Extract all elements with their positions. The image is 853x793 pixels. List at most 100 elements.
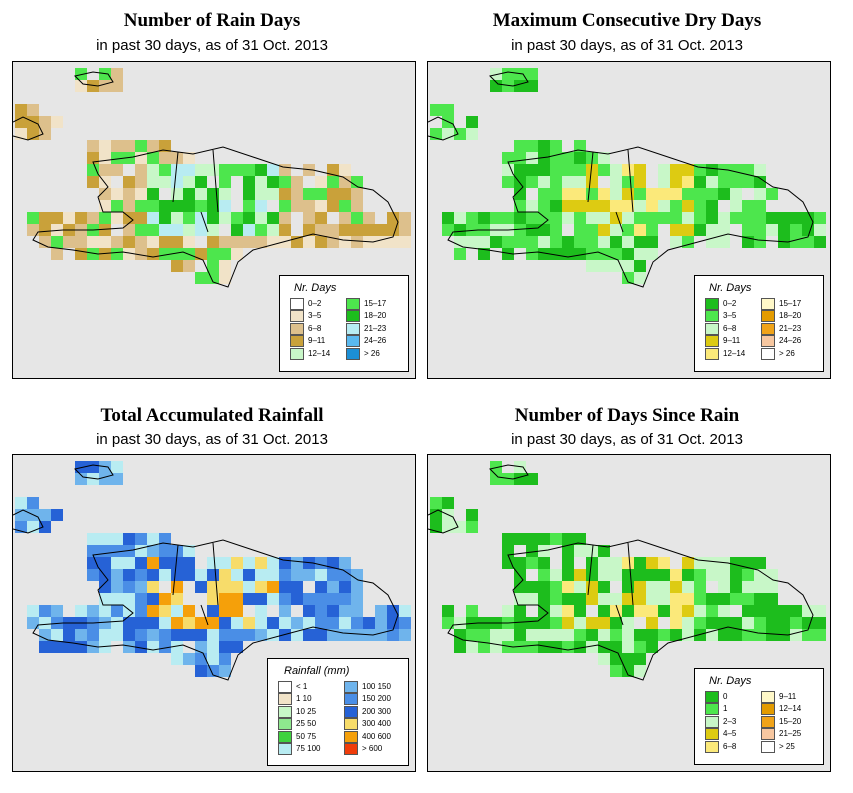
grid-cell: [646, 581, 658, 593]
legend-swatch: [761, 715, 775, 728]
grid-cell: [706, 224, 718, 236]
grid-cell: [682, 224, 694, 236]
legend-label: 300 400: [362, 719, 391, 729]
grid-cell: [39, 629, 51, 641]
grid-cell: [195, 200, 207, 212]
grid-cell: [586, 200, 598, 212]
grid-cell: [634, 200, 646, 212]
grid-cell: [171, 212, 183, 224]
grid-cell: [375, 629, 387, 641]
grid-cell: [75, 236, 87, 248]
grid-cell: [315, 176, 327, 188]
coastline: [447, 146, 814, 288]
grid-cell: [159, 152, 171, 164]
grid-cell: [171, 164, 183, 176]
grid-cell: [610, 665, 622, 677]
legend-label: 100 150: [362, 682, 391, 691]
grid-cell: [478, 629, 490, 641]
grid-cell: [219, 605, 231, 617]
grid-cell: [586, 236, 598, 248]
grid-cell: [195, 224, 207, 236]
grid-cell: [514, 164, 526, 176]
grid-cell: [279, 236, 291, 248]
grid-cell: [466, 629, 478, 641]
legend-label: > 600: [362, 744, 383, 753]
grid-cell: [219, 593, 231, 605]
grid-cell: [478, 248, 490, 260]
grid-cell: [159, 593, 171, 605]
grid-cell: [622, 569, 634, 581]
grid-cell: [291, 593, 303, 605]
grid-cell: [111, 473, 123, 485]
legend-swatch: [761, 728, 775, 741]
grid-cell: [634, 224, 646, 236]
grid-cell: [267, 188, 279, 200]
grid-cell: [147, 581, 159, 593]
grid-cell: [538, 164, 550, 176]
legend-label: 4–5: [723, 729, 737, 739]
rainfall-legend: Rainfall (mm) < 1 1 10 10 25 25 50 50 75 75 10…: [267, 658, 409, 766]
grid-cell: [754, 236, 766, 248]
grid-cell: [219, 236, 231, 248]
grid-cell: [207, 164, 219, 176]
grid-cell: [123, 533, 135, 545]
grid-cell: [135, 569, 147, 581]
grid-cell: [159, 569, 171, 581]
grid-cell: [195, 248, 207, 260]
grid-cell: [490, 461, 502, 473]
grid-cell: [339, 569, 351, 581]
grid-cell: [327, 164, 339, 176]
panel-4-title: Number of Days Since Rain: [514, 405, 740, 426]
grid-cell: [111, 629, 123, 641]
grid-cell: [327, 569, 339, 581]
grid-cell: [490, 212, 502, 224]
grid-cell: [622, 641, 634, 653]
grid-cell: [682, 593, 694, 605]
grid-cell: [135, 224, 147, 236]
grid-cell: [622, 557, 634, 569]
grid-cell: [646, 629, 658, 641]
panel-3-subtitle: in past 30 days, as of 31 Oct. 2013: [96, 431, 328, 448]
grid-cell: [502, 557, 514, 569]
grid-cell: [454, 248, 466, 260]
grid-cell: [694, 605, 706, 617]
legend-swatch: [705, 310, 719, 323]
grid-cell: [754, 629, 766, 641]
grid-cell: [147, 200, 159, 212]
legend-label: 12–14: [308, 348, 331, 358]
grid-cell: [99, 617, 111, 629]
dry-days-map: Nr. Days 0–2 3–5 6–8 9–11 12–14 15–17 18–20 21–2…: [427, 61, 831, 379]
grid-cell: [526, 533, 538, 545]
grid-cell: [622, 653, 634, 665]
grid-cell: [502, 68, 514, 80]
grid-cell: [255, 176, 267, 188]
grid-cell: [147, 140, 159, 152]
grid-cell: [634, 272, 646, 284]
grid-cell: [315, 581, 327, 593]
grid-cell: [207, 641, 219, 653]
grid-cell: [243, 200, 255, 212]
grid-cell: [135, 545, 147, 557]
grid-cell: [586, 212, 598, 224]
legend-swatch: [346, 298, 360, 310]
grid-cell: [526, 200, 538, 212]
legend-swatch: [346, 322, 360, 335]
grid-cell: [694, 200, 706, 212]
grid-cell: [730, 212, 742, 224]
grid-cell: [598, 212, 610, 224]
grid-cell: [598, 236, 610, 248]
legend-swatch: [290, 335, 304, 348]
grid-cell: [586, 629, 598, 641]
grid-cell: [219, 212, 231, 224]
grid-cell: [814, 605, 826, 617]
grid-cell: [111, 140, 123, 152]
grid-cell: [454, 212, 466, 224]
legend-title: Nr. Days: [294, 282, 337, 294]
grid-cell: [766, 605, 778, 617]
map-grid: [13, 68, 411, 288]
grid-cell: [550, 164, 562, 176]
grid-cell: [267, 176, 279, 188]
panel-4-subtitle: in past 30 days, as of 31 Oct. 2013: [511, 431, 743, 448]
grid-cell: [111, 68, 123, 80]
grid-cell: [399, 236, 411, 248]
